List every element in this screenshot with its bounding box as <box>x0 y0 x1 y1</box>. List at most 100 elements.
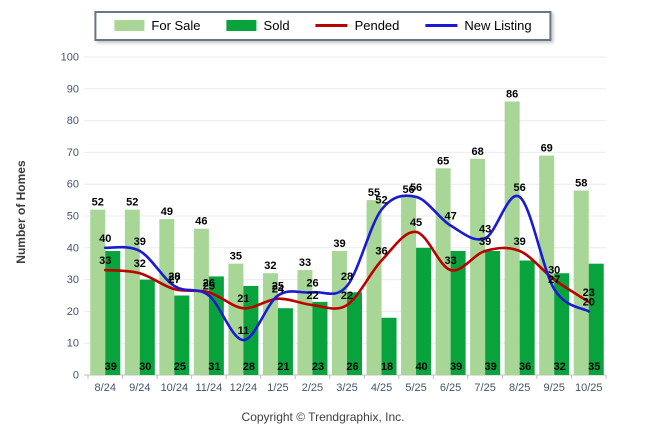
x-tick-label: 9/25 <box>543 382 564 394</box>
pended-value-label: 45 <box>410 217 422 229</box>
y-tick-label: 70 <box>67 147 79 159</box>
bar-for-sale <box>539 155 555 375</box>
pended-line-swatch-icon <box>315 24 348 27</box>
x-tick-label: 12/24 <box>230 382 258 394</box>
pended-value-label: 33 <box>99 255 111 267</box>
for-sale-swatch-icon <box>114 20 145 31</box>
new-listing-value-label: 28 <box>341 271 353 283</box>
bar-sold <box>588 263 604 375</box>
y-tick-label: 90 <box>67 83 79 95</box>
for-sale-value-label: 52 <box>92 197 104 209</box>
for-sale-value-label: 39 <box>333 238 345 250</box>
legend-item-for-sale: For Sale <box>114 18 201 33</box>
new-listing-value-label: 11 <box>238 325 250 337</box>
for-sale-value-label: 35 <box>230 251 242 263</box>
legend-item-sold: Sold <box>226 18 290 33</box>
bars-group <box>90 101 604 376</box>
sold-value-label: 31 <box>208 361 220 373</box>
sold-value-label: 26 <box>346 361 358 373</box>
x-tick-label: 4/25 <box>371 382 392 394</box>
sold-value-label: 18 <box>381 361 393 373</box>
for-sale-value-label: 55 <box>368 187 380 199</box>
y-tick-label: 50 <box>67 211 79 223</box>
for-sale-value-label: 65 <box>437 155 449 167</box>
bar-sold <box>312 301 328 375</box>
pended-value-label: 21 <box>237 293 249 305</box>
copyright-text: Copyright © Trendgraphix, Inc. <box>241 410 405 424</box>
x-tick-label: 5/25 <box>405 382 426 394</box>
sold-value-label: 39 <box>450 361 462 373</box>
sold-value-label: 21 <box>277 361 289 373</box>
legend-label-sold: Sold <box>263 18 290 33</box>
new-listing-value-label: 25 <box>203 281 215 293</box>
new-listing-value-label: 47 <box>444 211 456 223</box>
for-sale-value-label: 52 <box>126 197 138 209</box>
y-tick-label: 20 <box>67 306 79 318</box>
lines-group <box>103 194 591 342</box>
for-sale-value-label: 86 <box>506 89 518 101</box>
pended-value-label: 32 <box>134 258 146 270</box>
x-tick-label: 8/25 <box>509 382 530 394</box>
new-listing-line-swatch-icon <box>425 24 458 27</box>
for-sale-value-label: 33 <box>299 257 311 269</box>
bar-for-sale <box>332 250 347 375</box>
x-tick-label: 3/25 <box>336 382 357 394</box>
y-tick-label: 10 <box>67 338 79 350</box>
legend-label-new-listing: New Listing <box>464 18 532 33</box>
x-tick-label: 6/25 <box>440 382 461 394</box>
y-tick-label: 100 <box>61 52 79 64</box>
bar-for-sale <box>401 196 417 375</box>
new-listing-value-label: 52 <box>375 195 387 207</box>
new-listing-value-label: 26 <box>306 277 318 289</box>
y-tick-label: 0 <box>73 370 79 382</box>
new-listing-value-label: 43 <box>479 223 491 235</box>
pended-value-label: 22 <box>306 290 318 302</box>
for-sale-value-label: 49 <box>161 206 173 218</box>
value-labels: 5239334052303239492527284631262535282111… <box>92 89 601 373</box>
legend-item-pended: Pended <box>315 18 399 33</box>
bar-for-sale <box>297 270 313 375</box>
for-sale-value-label: 68 <box>472 146 484 158</box>
for-sale-value-label: 58 <box>575 178 587 190</box>
bar-sold <box>174 295 190 375</box>
sold-swatch-icon <box>226 20 257 31</box>
new-listing-value-label: 56 <box>410 182 422 194</box>
bar-for-sale <box>90 209 106 375</box>
bar-sold <box>105 250 121 375</box>
bar-for-sale <box>193 228 209 375</box>
pended-value-label: 39 <box>514 236 526 248</box>
bar-for-sale <box>159 219 175 375</box>
bar-sold <box>416 247 432 375</box>
for-sale-value-label: 32 <box>264 260 276 272</box>
pended-value-label: 36 <box>375 246 387 258</box>
legend-label-for-sale: For Sale <box>151 18 201 33</box>
x-tick-label: 7/25 <box>474 382 495 394</box>
y-tick-label: 30 <box>67 274 79 286</box>
legend-item-new-listing: New Listing <box>425 18 532 33</box>
legend: For Sale Sold Pended New Listing <box>94 11 552 41</box>
sold-value-label: 39 <box>485 361 497 373</box>
y-tick-label: 80 <box>67 115 79 127</box>
x-tick-label: 10/24 <box>161 382 189 394</box>
pended-value-label: 24 <box>272 284 285 296</box>
pended-value-label: 23 <box>583 287 595 299</box>
y-tick-label: 60 <box>67 179 79 191</box>
new-listing-value-label: 39 <box>134 236 146 248</box>
pended-value-label: 39 <box>479 236 491 248</box>
y-tick-label: 40 <box>67 242 79 254</box>
pended-value-label: 26 <box>203 277 215 289</box>
x-tick-label: 1/25 <box>267 382 288 394</box>
x-tick-label: 8/24 <box>95 382 116 394</box>
pended-value-label: 22 <box>341 290 353 302</box>
new-listing-value-label: 20 <box>583 296 595 308</box>
bar-for-sale <box>124 209 140 375</box>
pended-value-label: 33 <box>444 255 456 267</box>
sold-value-label: 32 <box>554 361 566 373</box>
x-tick-label: 10/25 <box>575 382 603 394</box>
for-sale-value-label: 56 <box>402 184 414 196</box>
sold-value-label: 35 <box>588 361 600 373</box>
bar-sold <box>554 273 570 375</box>
new-listing-value-label: 40 <box>99 233 111 245</box>
